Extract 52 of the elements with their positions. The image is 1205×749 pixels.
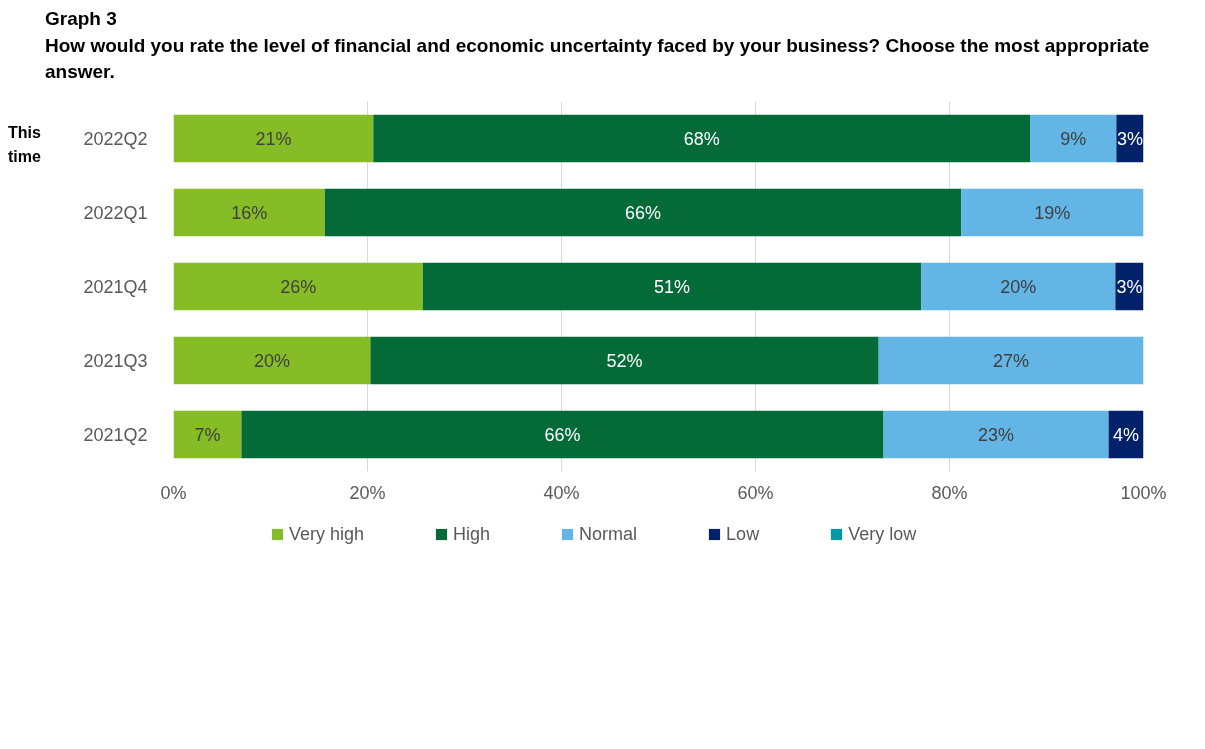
bar xyxy=(173,262,423,310)
bar xyxy=(173,114,374,162)
data-label: 3% xyxy=(1116,276,1143,297)
x-tick-label: 60% xyxy=(737,482,774,503)
legend-label: Very high xyxy=(289,523,365,545)
x-tick-label: 100% xyxy=(1120,482,1167,503)
x-tick-label: 20% xyxy=(349,482,386,503)
data-label: 20% xyxy=(253,350,290,371)
bar xyxy=(324,188,962,236)
legend-label: Normal xyxy=(579,523,638,545)
bar xyxy=(878,336,1144,384)
data-label: 16% xyxy=(231,202,268,223)
bar xyxy=(173,410,242,458)
data-label: 52% xyxy=(606,350,643,371)
data-label: 3% xyxy=(1116,128,1143,149)
data-label: 4% xyxy=(1113,424,1140,445)
bar xyxy=(961,188,1144,236)
data-label: 19% xyxy=(1034,202,1071,223)
chart-subtitle: How would you rate the level of financial and economic uncertainty faced by your business? Choose the most appropriate answer. xyxy=(45,34,1150,83)
data-label: 21% xyxy=(255,128,292,149)
data-label: 26% xyxy=(280,276,317,297)
data-label: 51% xyxy=(654,276,691,297)
y-tick-label: 2021Q3 xyxy=(83,350,148,371)
data-label: 9% xyxy=(1060,128,1087,149)
data-label: 66% xyxy=(624,202,661,223)
bar xyxy=(921,262,1116,310)
legend-label: Very low xyxy=(848,523,917,545)
bar xyxy=(883,410,1109,458)
data-label: 68% xyxy=(683,128,720,149)
chart-title: Graph 3 xyxy=(45,8,117,29)
data-label: 23% xyxy=(978,424,1015,445)
bar xyxy=(241,410,884,458)
bar xyxy=(422,262,922,310)
data-label: 66% xyxy=(544,424,581,445)
y-tick-label: 2021Q2 xyxy=(83,424,148,445)
x-tick-label: 40% xyxy=(543,482,580,503)
text: This time xyxy=(8,122,42,167)
bar xyxy=(173,336,371,384)
legend-label: Low xyxy=(726,523,760,545)
x-tick-label: 80% xyxy=(931,482,968,503)
bar xyxy=(1030,114,1117,162)
bar xyxy=(173,188,325,236)
data-label: 7% xyxy=(194,424,221,445)
y-tick-label: 2021Q4 xyxy=(83,276,148,297)
bar xyxy=(370,336,879,384)
y-tick-label: 2022Q1 xyxy=(83,202,148,223)
legend-label: High xyxy=(453,523,491,545)
data-label: 27% xyxy=(993,350,1030,371)
y-tick-label: 2022Q2 xyxy=(83,128,148,149)
bar xyxy=(373,114,1031,162)
x-tick-label: 0% xyxy=(160,482,187,503)
data-label: 20% xyxy=(1000,276,1037,297)
